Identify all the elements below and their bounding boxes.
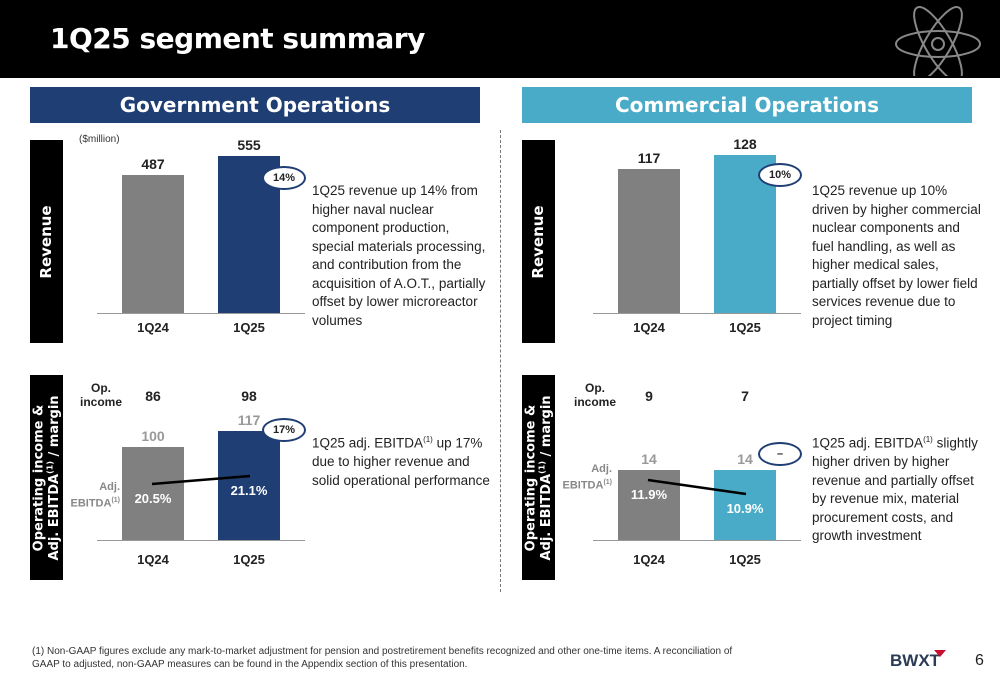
footnote: (1) Non-GAAP figures exclude any mark-to…	[32, 646, 733, 670]
gov-op-income-label: Op. income	[79, 381, 122, 409]
gov-revenue-side-label: Revenue	[30, 140, 63, 343]
x-tick-label: 1Q25	[729, 552, 761, 567]
x-axis	[97, 540, 305, 541]
x-tick-label: 1Q25	[233, 320, 265, 335]
bar-value-label: 487	[141, 156, 165, 173]
commercial-operations-banner: Commercial Operations	[522, 87, 972, 123]
gov-adj-ebitda-label: Adj. EBITDA(1)	[70, 481, 120, 510]
page-title: 1Q25 segment summary	[50, 22, 425, 55]
margin-label: 10.9%	[726, 501, 764, 516]
gov-ebitda-description: 1Q25 adj. EBITDA(1) up 17% due to higher…	[312, 435, 490, 488]
bar-value-label: 14	[737, 451, 753, 467]
bar-value-label: 555	[237, 136, 261, 153]
com-ebitda-description: 1Q25 adj. EBITDA(1) slightly higher driv…	[812, 435, 978, 543]
com-op-income-label: Op. income	[573, 381, 616, 409]
margin-label: 21.1%	[230, 483, 268, 498]
margin-label: 20.5%	[134, 491, 172, 506]
bar-1q24	[618, 470, 680, 540]
com-revenue-description: 1Q25 revenue up 10% driven by higher com…	[812, 183, 981, 328]
margin-label: 11.9%	[630, 487, 668, 502]
side-label-text: Revenue	[36, 204, 55, 279]
side-label-text: Operating income & Adj. EBITDA(1) / margi…	[31, 394, 62, 561]
side-label-text: Revenue	[528, 204, 547, 279]
bar-1q24	[618, 168, 680, 313]
bar-1q24	[122, 175, 184, 313]
atom-icon	[895, 6, 981, 76]
gov-revenue-description: 1Q25 revenue up 14% from higher naval nu…	[312, 183, 486, 328]
bar-value-label: 117	[637, 149, 661, 166]
government-operations-banner: Government Operations	[30, 87, 480, 123]
bar-value-label: 100	[141, 428, 165, 445]
section-divider	[500, 130, 501, 592]
x-tick-label: 1Q24	[137, 552, 169, 567]
x-axis	[97, 313, 305, 314]
com-opincome-side-label: Operating income & Adj. EBITDA(1) / margi…	[522, 375, 555, 580]
growth-badge: –	[758, 442, 802, 466]
growth-badge: 10%	[758, 163, 802, 187]
com-revenue-side-label: Revenue	[522, 140, 555, 343]
op-income-value: 7	[741, 388, 749, 404]
x-tick-label: 1Q25	[729, 320, 761, 335]
x-tick-label: 1Q25	[233, 552, 265, 567]
x-axis	[593, 540, 801, 541]
side-label-text: Operating income & Adj. EBITDA(1) / margi…	[523, 394, 554, 561]
growth-badge: 17%	[262, 418, 306, 442]
bar-value-label: 14	[641, 451, 657, 467]
op-income-value: 9	[645, 388, 653, 404]
page-number: 6	[975, 652, 984, 669]
bar-1q24	[122, 447, 184, 540]
x-tick-label: 1Q24	[633, 320, 665, 335]
growth-badge: 14%	[262, 166, 306, 190]
units-label: ($million)	[79, 134, 120, 145]
com-adj-ebitda-label: Adj. EBITDA(1)	[562, 463, 612, 492]
op-income-value: 98	[241, 388, 257, 404]
x-tick-label: 1Q24	[137, 320, 169, 335]
bar-value-label: 128	[733, 136, 757, 153]
x-axis	[593, 313, 801, 314]
logo-text: BWXT	[890, 651, 941, 670]
bwxt-logo: BWXT	[890, 650, 946, 670]
op-income-value: 86	[145, 388, 161, 404]
bar-1q25	[218, 431, 280, 540]
x-tick-label: 1Q24	[633, 552, 665, 567]
header-bar: 1Q25 segment summary	[0, 0, 1000, 78]
bar-value-label: 117	[237, 412, 261, 429]
gov-opincome-side-label: Operating income & Adj. EBITDA(1) / margi…	[30, 375, 63, 580]
